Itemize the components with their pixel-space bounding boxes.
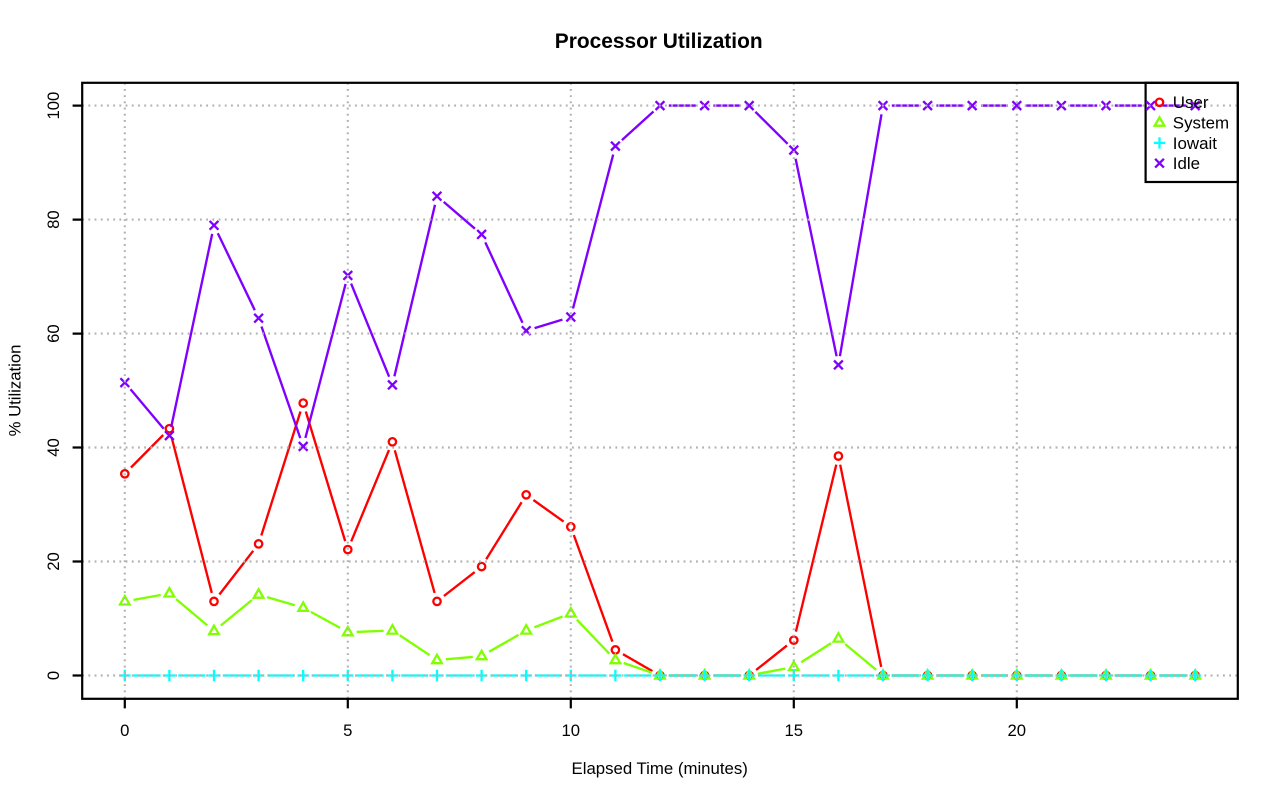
svg-text:User: User bbox=[1173, 93, 1209, 112]
svg-text:20: 20 bbox=[1008, 721, 1027, 740]
svg-text:Idle: Idle bbox=[1173, 154, 1200, 173]
svg-text:System: System bbox=[1173, 114, 1229, 133]
svg-text:0: 0 bbox=[44, 671, 63, 680]
svg-text:15: 15 bbox=[785, 721, 804, 740]
svg-text:0: 0 bbox=[120, 721, 129, 740]
svg-text:Processor Utilization: Processor Utilization bbox=[555, 30, 763, 53]
svg-text:20: 20 bbox=[44, 552, 63, 571]
svg-text:5: 5 bbox=[343, 721, 352, 740]
svg-text:Iowait: Iowait bbox=[1173, 134, 1217, 153]
svg-text:% Utilization: % Utilization bbox=[6, 345, 25, 437]
svg-text:10: 10 bbox=[562, 721, 581, 740]
svg-text:60: 60 bbox=[44, 324, 63, 343]
svg-text:100: 100 bbox=[44, 92, 63, 120]
svg-text:40: 40 bbox=[44, 438, 63, 457]
svg-text:Elapsed Time (minutes): Elapsed Time (minutes) bbox=[572, 759, 748, 778]
svg-text:80: 80 bbox=[44, 210, 63, 229]
